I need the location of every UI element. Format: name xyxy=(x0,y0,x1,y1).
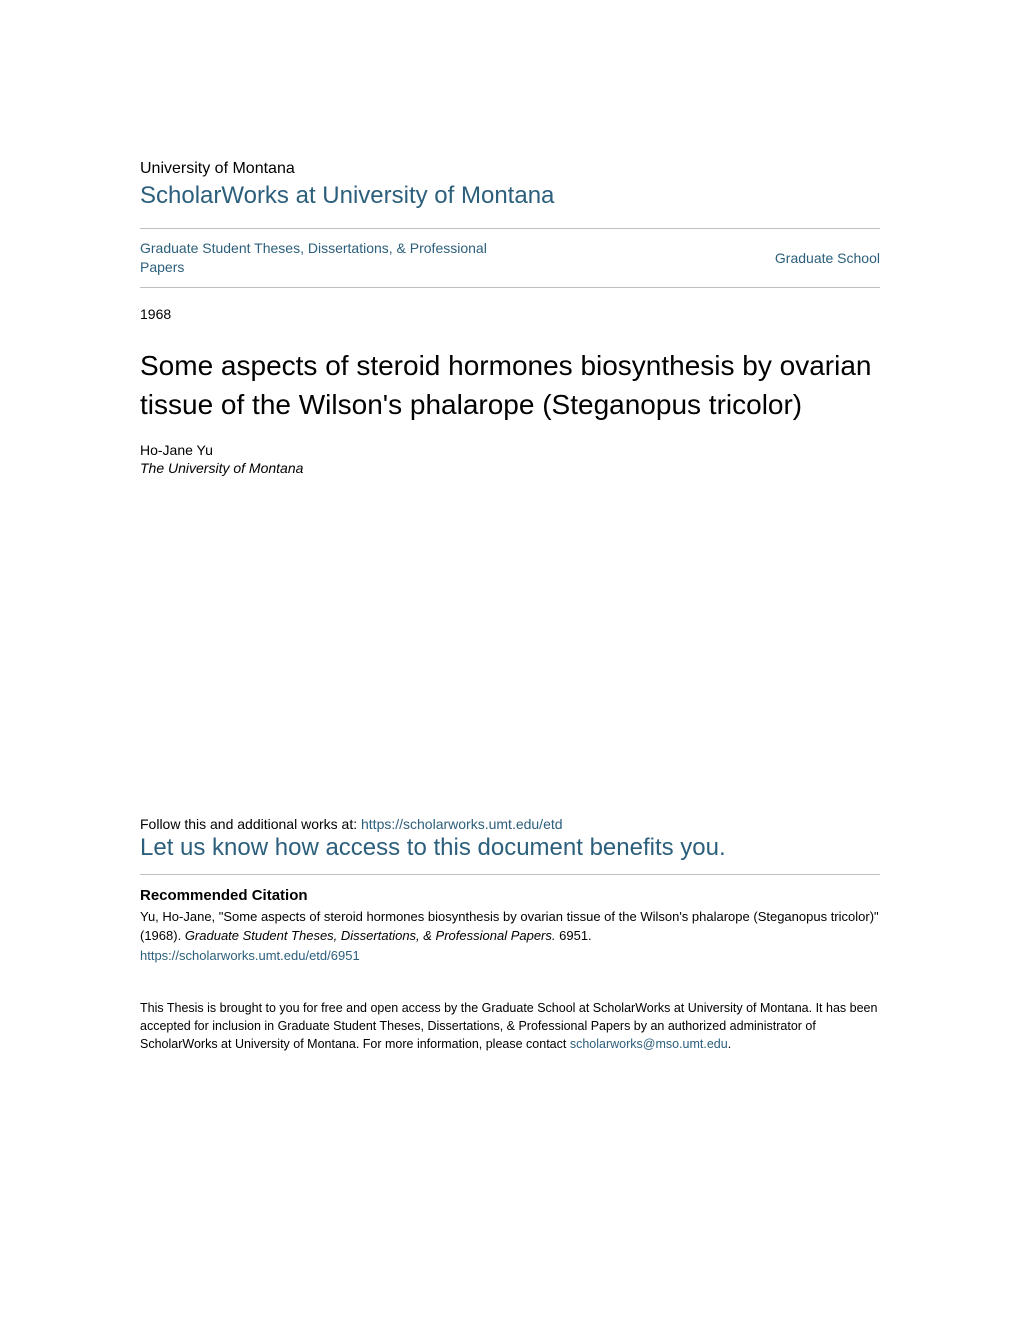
follow-line: Follow this and additional works at: htt… xyxy=(140,816,880,832)
footer-period: . xyxy=(728,1037,731,1051)
benefit-link[interactable]: Let us know how access to this document … xyxy=(140,834,880,862)
divider xyxy=(140,874,880,875)
citation-post: 6951. xyxy=(556,928,592,943)
citation-text: Yu, Ho-Jane, "Some aspects of steroid ho… xyxy=(140,908,880,946)
breadcrumb-row: Graduate Student Theses, Dissertations, … xyxy=(140,229,880,287)
document-title: Some aspects of steroid hormones biosynt… xyxy=(140,346,880,424)
contact-email-link[interactable]: scholarworks@mso.umt.edu xyxy=(570,1037,728,1051)
collection-link[interactable]: Graduate Student Theses, Dissertations, … xyxy=(140,239,520,277)
graduate-school-link[interactable]: Graduate School xyxy=(775,250,880,266)
footer-body: This Thesis is brought to you for free a… xyxy=(140,1001,877,1051)
author-affiliation: The University of Montana xyxy=(140,460,880,476)
author-name: Ho-Jane Yu xyxy=(140,442,880,458)
university-name: University of Montana xyxy=(140,160,880,178)
follow-url-link[interactable]: https://scholarworks.umt.edu/etd xyxy=(361,816,563,832)
footer-text: This Thesis is brought to you for free a… xyxy=(140,999,880,1053)
publication-year: 1968 xyxy=(140,306,880,322)
citation-url-link[interactable]: https://scholarworks.umt.edu/etd/6951 xyxy=(140,948,880,963)
citation-series: Graduate Student Theses, Dissertations, … xyxy=(185,928,556,943)
divider xyxy=(140,287,880,288)
follow-prefix: Follow this and additional works at: xyxy=(140,816,361,832)
recommended-citation-heading: Recommended Citation xyxy=(140,887,880,904)
repository-link[interactable]: ScholarWorks at University of Montana xyxy=(140,182,880,210)
